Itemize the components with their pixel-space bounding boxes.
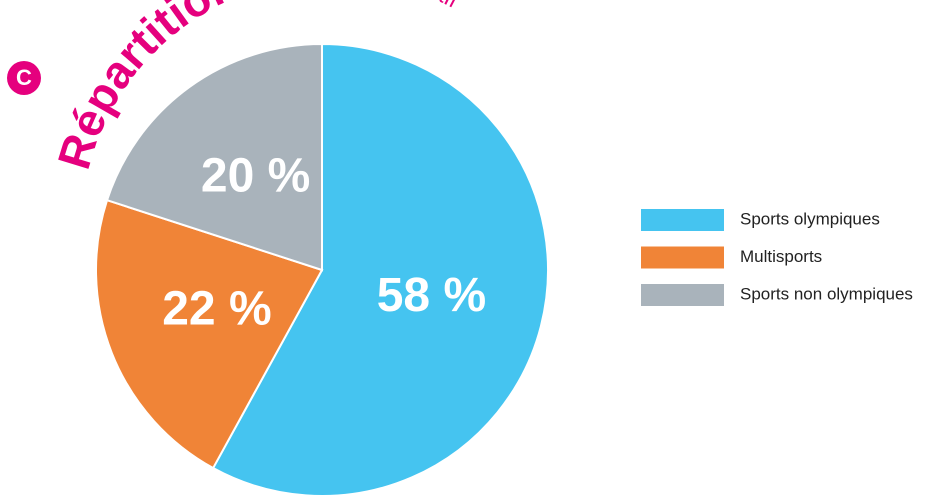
value-label: 22 % xyxy=(162,282,271,335)
chart: 58 %22 %20 % C Répartition par groupe sp… xyxy=(0,0,944,497)
legend-swatch xyxy=(641,209,724,231)
value-label: 58 % xyxy=(377,269,486,322)
legend-label: Multisports xyxy=(740,247,822,266)
legend-label: Sports olympiques xyxy=(740,209,880,228)
chart-subtitle: par groupe sportif xyxy=(274,0,463,13)
value-label: 20 % xyxy=(201,149,310,202)
chart-subtitle-text: par groupe sportif xyxy=(274,0,463,13)
legend: Sports olympiques Multisports Sports non o… xyxy=(641,209,913,306)
legend-swatch xyxy=(641,284,724,306)
legend-label: Sports non olympiques xyxy=(740,284,913,303)
badge: C xyxy=(16,65,32,90)
legend-swatch xyxy=(641,247,724,269)
